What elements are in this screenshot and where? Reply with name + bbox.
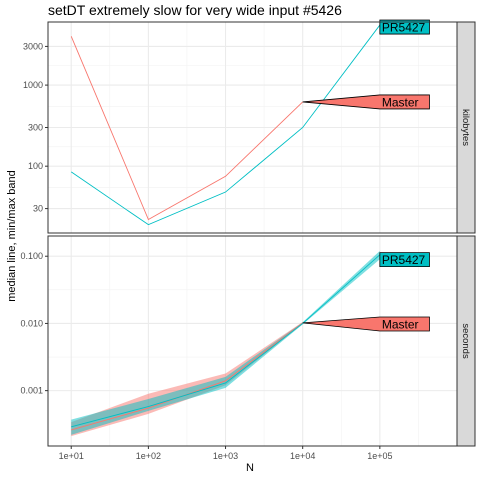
y-tick-label: 0.010 (20, 318, 43, 328)
chart-title: setDT extremely slow for very wide input… (48, 2, 342, 18)
x-tick-label: 1e+01 (59, 451, 84, 461)
strip-background (456, 21, 476, 234)
x-axis-title: N (246, 462, 254, 474)
label-box (379, 19, 430, 35)
y-axis-title: median line, min/max band (6, 170, 18, 301)
label-box (379, 252, 430, 268)
label-master: Master (302, 94, 430, 110)
strip-label: kilobytes (460, 109, 471, 146)
label-box (302, 316, 430, 332)
x-tick-label: 1e+02 (136, 451, 161, 461)
x-tick-label: 1e+03 (213, 451, 238, 461)
y-axis: 0.001 0.010 0.100 (20, 251, 48, 396)
panel-data (71, 250, 381, 437)
label-text: Master (382, 95, 419, 109)
y-tick-label: 300 (28, 123, 43, 133)
line-pr5427 (71, 254, 381, 428)
chart-panels: MasterPR5427kilobytes3010030010003000Mas… (20, 19, 476, 447)
panel-data (70, 24, 381, 226)
label-master: Master (302, 316, 430, 332)
label-text: PR5427 (382, 21, 426, 35)
panel-seconds: Master PR5427 seconds 0.001 0.010 0.100 (20, 235, 476, 447)
major-gridlines (48, 22, 457, 233)
y-tick-label: 0.001 (20, 386, 43, 396)
y-axis: 30 100 300 1000 3000 (23, 41, 48, 214)
label-text: PR5427 (382, 253, 426, 267)
x-tick-label: 1e+05 (367, 451, 392, 461)
band-pr5427 (71, 250, 380, 435)
y-tick-label: 1000 (23, 80, 43, 90)
label-pr5427: PR5427 (379, 252, 430, 268)
x-tick-label: 1e+04 (290, 451, 315, 461)
y-tick-label: 0.100 (20, 251, 43, 261)
label-text: Master (382, 318, 419, 332)
label-box (302, 94, 430, 110)
y-tick-label: 100 (28, 161, 43, 171)
line-master (70, 36, 304, 221)
y-tick-label: 30 (33, 204, 43, 214)
strip-background (456, 235, 476, 447)
panel-kilobytes: Master PR5427 kilobytes 30 100 300 1000 3000 (23, 19, 476, 234)
strip: seconds (456, 235, 476, 447)
x-axis: 1e+01 1e+02 1e+03 1e+04 1e+05 (59, 446, 392, 461)
strip: kilobytes (456, 21, 476, 234)
y-tick-label: 3000 (23, 41, 43, 51)
label-pr5427: PR5427 (379, 19, 430, 35)
line-pr5427 (70, 24, 381, 226)
strip-label: seconds (460, 323, 471, 359)
